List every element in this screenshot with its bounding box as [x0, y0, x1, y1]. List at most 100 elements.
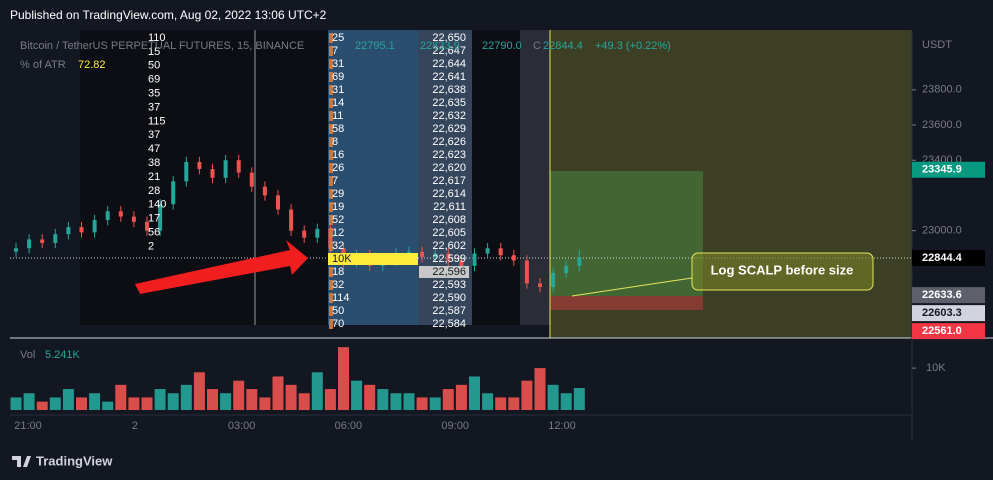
profit-zone — [550, 171, 703, 296]
candle-body — [197, 162, 202, 170]
dom-size: 50 — [332, 305, 344, 317]
volume-bar — [311, 372, 323, 410]
dom-price: 22,611 — [433, 201, 466, 213]
dom-size-bar — [329, 202, 333, 212]
volume-bar — [246, 389, 258, 410]
y-tick-label: 23600.0 — [922, 119, 962, 131]
dom-size: 114 — [332, 292, 350, 304]
legend-change: +49.3 (+0.22%) — [595, 40, 671, 52]
volume-bar — [62, 389, 74, 410]
legend-open: 22795.1 — [355, 40, 395, 52]
volume-bar — [180, 384, 192, 410]
symbol: Bitcoin / TetherUS PERPETUAL FUTURES, 15… — [20, 40, 304, 52]
candle-body — [472, 253, 477, 266]
candle-body — [40, 239, 45, 243]
y-tick-label: 23000.0 — [922, 225, 962, 237]
candle-body — [92, 220, 97, 233]
legend-low: 22790.0 — [482, 40, 522, 52]
volume-bar — [377, 389, 389, 410]
candle-body — [223, 160, 228, 178]
candle-body — [66, 227, 71, 235]
volume-bar — [547, 384, 559, 410]
candle-body — [524, 260, 529, 284]
indicator: % of ATR — [20, 59, 66, 71]
time-label: 21:00 — [14, 420, 42, 432]
volume-bar — [416, 397, 428, 410]
candle-body — [577, 258, 582, 266]
dom-size: 58 — [332, 123, 344, 135]
volume-bar — [521, 380, 533, 410]
price-tag — [912, 305, 985, 322]
volume-bar — [298, 393, 310, 410]
price-tag-label: 22603.3 — [922, 307, 962, 319]
volume-bar — [495, 397, 507, 410]
dom-price: 22,596 — [432, 266, 466, 278]
dom-size-bar — [329, 150, 333, 160]
volume-bar — [482, 393, 494, 410]
candle-body — [407, 251, 411, 254]
callout-text: Log SCALP before size — [711, 262, 854, 277]
candle-body — [131, 216, 136, 222]
dom-highlight — [328, 253, 418, 265]
volume-bar — [220, 393, 232, 410]
dom-size-col — [328, 30, 418, 325]
dom-size: 12 — [332, 227, 344, 239]
volume-bar — [338, 347, 349, 410]
volume-bar — [141, 397, 153, 410]
published: Published on TradingView.com, Aug 02, 20… — [10, 8, 327, 22]
volume-bar — [89, 393, 101, 410]
dom-price-highlight — [419, 266, 469, 278]
volume-bar — [193, 372, 205, 410]
volume-bar — [233, 380, 245, 410]
candle-body — [328, 228, 333, 249]
candle-body — [184, 162, 189, 182]
volume-bar — [429, 397, 441, 410]
indicator-value: 72.82 — [78, 59, 106, 71]
dom-size: 32 — [332, 279, 344, 291]
price-tag-label: 22633.6 — [922, 289, 962, 301]
volume-bar — [167, 393, 179, 410]
price-tag — [912, 250, 985, 267]
callout-line — [571, 277, 693, 297]
dom-price: 22,647 — [432, 45, 466, 57]
candle-body — [249, 172, 254, 187]
callout-box — [691, 252, 874, 291]
legend-close: 22844.4 — [543, 40, 583, 52]
price-tag — [912, 323, 985, 340]
dom-size: 7 — [332, 45, 338, 57]
volume-bar — [560, 393, 572, 410]
time-label: 03:00 — [228, 420, 256, 432]
footer: TradingView — [36, 453, 113, 468]
dom-price: 22,638 — [432, 84, 466, 96]
dom-price: 22,641 — [432, 71, 466, 83]
dom-size-bar — [329, 293, 333, 303]
dom-size: 31 — [332, 84, 344, 96]
volume-bar — [49, 397, 61, 410]
dom-size-bar — [329, 189, 333, 199]
dom-size-bar — [329, 163, 333, 173]
candle-body — [53, 234, 58, 243]
y-tick-label: 23800.0 — [922, 84, 962, 96]
dom-price: 22,626 — [432, 136, 466, 148]
volume-bar — [154, 389, 166, 410]
dom-size: 70 — [332, 318, 344, 330]
dom-size-bar — [329, 228, 333, 238]
price-tag — [912, 287, 985, 304]
volume-bar — [469, 376, 480, 410]
dom-price: 22,614 — [432, 188, 466, 200]
time-label: 2 — [132, 420, 138, 432]
dom-price: 22,623 — [432, 149, 466, 161]
time-label: 09:00 — [441, 420, 469, 432]
dom-price: 22,632 — [432, 110, 466, 122]
profile-size: 37 — [148, 101, 160, 113]
volume-bar — [285, 384, 297, 410]
dom-size-bar — [329, 111, 333, 121]
volume-bar — [442, 389, 454, 410]
candle-body — [459, 260, 464, 266]
dom-size: 19 — [332, 201, 344, 213]
candle-body — [420, 251, 425, 258]
volume-bar — [508, 397, 520, 410]
legend-high: 22833.9 — [420, 40, 460, 52]
dom-price: 22,599 — [432, 253, 466, 265]
